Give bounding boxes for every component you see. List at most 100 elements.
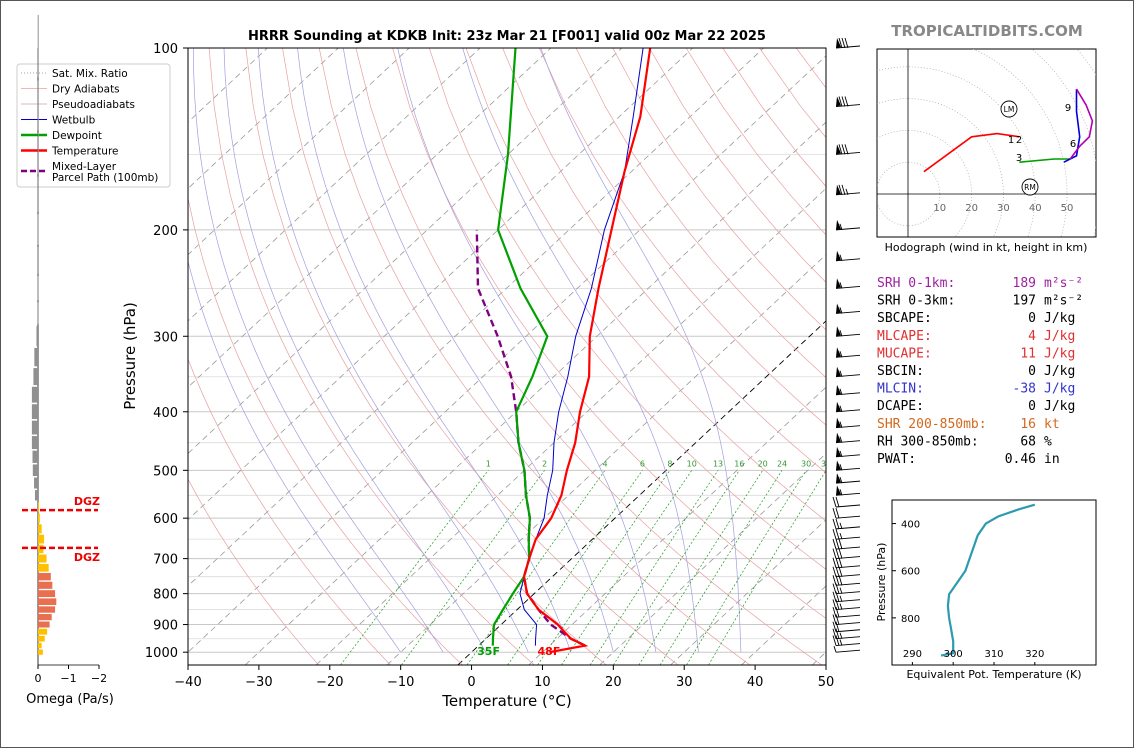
wind-barb-full xyxy=(835,538,840,550)
wind-barb-full xyxy=(835,518,840,529)
wind-barb xyxy=(832,496,861,508)
wind-barb-flag xyxy=(836,401,841,412)
omega-bar xyxy=(38,563,49,572)
moist-adiabat xyxy=(193,48,444,653)
mixing-ratio-line xyxy=(466,470,606,665)
wind-barb-flag xyxy=(836,384,841,395)
omega-bar xyxy=(31,404,38,420)
hodograph-marker xyxy=(1021,178,1039,196)
wind-barb-half xyxy=(839,307,843,314)
omega-bar xyxy=(38,635,45,642)
omega-x-tick-label: 0 xyxy=(35,672,42,685)
wind-barb-staff xyxy=(835,636,861,640)
wind-barb xyxy=(832,635,861,647)
moist-adiabat xyxy=(540,48,742,653)
wind-barb xyxy=(835,347,861,358)
wind-barb-flag xyxy=(836,460,841,471)
hodograph-plot: 10 20 30 40 50 1 2 3 6 9 LM RM xyxy=(877,49,1096,237)
surface-dewpoint-label: 35F xyxy=(477,645,500,658)
isotherm-line xyxy=(188,48,481,322)
index-value: 0 xyxy=(1028,364,1036,379)
wind-barb xyxy=(832,566,861,578)
wind-barb-flag xyxy=(836,432,841,443)
wind-barb xyxy=(835,460,861,471)
moist-adiabat xyxy=(257,48,529,653)
legend-box xyxy=(16,63,171,188)
wind-barb-full xyxy=(832,575,837,586)
wind-barb-full xyxy=(838,144,843,155)
wind-barb-full xyxy=(832,529,837,540)
omega-x-tick-label: −1 xyxy=(60,672,76,685)
wind-barb xyxy=(835,485,861,496)
wind-barb-full xyxy=(835,635,840,646)
mixing-ratio-label: 6 xyxy=(640,459,645,468)
wind-barb-staff xyxy=(835,546,861,550)
wind-barb-staff xyxy=(835,409,861,413)
wind-barb-half xyxy=(839,388,843,395)
wind-barb-half xyxy=(839,436,843,443)
moist-adiabat xyxy=(223,48,487,653)
wind-barb-half xyxy=(839,450,843,457)
mixing-ratio-label: 20 xyxy=(758,459,768,468)
wind-barb-flag xyxy=(836,250,841,261)
omega-bar xyxy=(38,513,40,523)
hodograph-frame xyxy=(876,48,1097,238)
moist-adiabat xyxy=(342,48,614,653)
wind-barb xyxy=(835,250,861,262)
wind-barb-staff xyxy=(835,392,861,396)
wind-barb-full xyxy=(835,529,840,540)
mixing-ratio-label: 1 xyxy=(486,459,491,468)
moist-adiabat xyxy=(397,48,657,653)
legend-label: Sat. Mix. Ratio xyxy=(52,68,128,80)
wind-barb xyxy=(835,96,861,108)
wind-barb-staff xyxy=(835,622,861,625)
wind-barb-flag xyxy=(836,96,841,107)
wind-barb-flag xyxy=(836,473,841,484)
index-label: SBCAPE: xyxy=(877,311,932,326)
wind-barb-flag xyxy=(836,38,841,48)
wind-barb-full xyxy=(838,566,843,577)
wind-barb xyxy=(835,37,861,49)
index-label: SRH 0-1km: xyxy=(877,276,955,291)
index-value: 0.46 xyxy=(1005,452,1036,467)
omega-bar xyxy=(36,326,38,347)
hodograph-marker-label: LM xyxy=(1004,105,1015,114)
wind-barb-half xyxy=(839,632,843,639)
wind-barb-staff xyxy=(835,582,861,586)
hodograph-ring-label: 50 xyxy=(1061,203,1074,214)
wind-barb-staff xyxy=(835,440,861,444)
x-tick-label: 50 xyxy=(818,675,835,690)
wind-barb-full xyxy=(838,538,843,550)
wind-barb-full xyxy=(832,548,837,559)
omega-bar xyxy=(38,649,43,655)
omega-bar xyxy=(38,642,42,649)
wind-barb xyxy=(832,548,861,560)
omega-bar xyxy=(38,606,56,613)
hodograph-height-label: 6 xyxy=(1070,139,1076,150)
wind-barb-staff xyxy=(835,504,861,508)
wind-barb-half xyxy=(833,646,837,653)
wind-barb-full xyxy=(832,508,837,519)
hodograph-height-label: 1 xyxy=(1008,135,1014,146)
x-tick-label: 0 xyxy=(467,675,475,690)
omega-bar xyxy=(33,368,38,386)
index-unit: % xyxy=(1044,434,1052,449)
wind-barb-staff xyxy=(835,591,861,595)
y-tick-label: 1000 xyxy=(145,646,178,661)
x-tick-label: 40 xyxy=(747,675,764,690)
index-value: 0 xyxy=(1028,399,1036,414)
wind-barb-flag xyxy=(836,144,841,155)
wind-barb-full xyxy=(838,575,843,586)
mixing-ratio-label: 4 xyxy=(602,459,607,468)
wind-barb-flag xyxy=(836,184,841,195)
isotherm-line xyxy=(386,254,826,665)
isotherm-line xyxy=(188,48,623,454)
theta-e-x-tick-label: 310 xyxy=(984,649,1003,660)
mixing-ratio-line xyxy=(537,470,671,665)
wind-barb xyxy=(835,219,861,231)
omega-bar xyxy=(31,386,38,403)
wind-barb-staff xyxy=(835,374,861,378)
wind-barb-full xyxy=(835,508,840,519)
omega-bar xyxy=(38,501,39,512)
wind-barb-staff xyxy=(835,480,861,484)
